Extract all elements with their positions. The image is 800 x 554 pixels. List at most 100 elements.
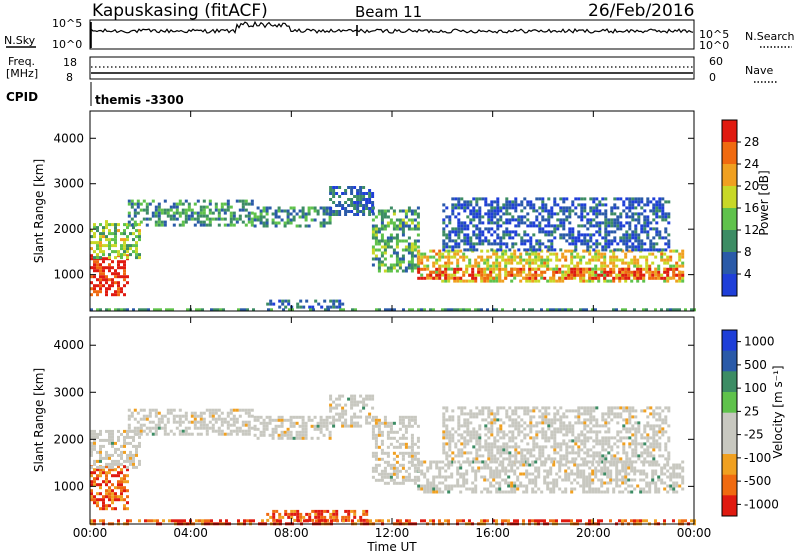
data-cell <box>157 223 161 227</box>
data-cell <box>550 421 554 425</box>
data-cell <box>565 433 569 437</box>
data-cell <box>597 255 601 259</box>
data-cell <box>368 412 372 416</box>
data-cell <box>658 200 662 204</box>
data-cell <box>328 433 332 437</box>
data-cell <box>475 203 479 207</box>
data-cell <box>377 263 381 267</box>
data-cell <box>477 469 481 473</box>
data-cell <box>651 472 655 476</box>
data-cell <box>371 195 375 198</box>
data-cell <box>672 264 676 268</box>
data-cell <box>202 205 206 209</box>
data-cell <box>208 202 212 206</box>
data-cell <box>444 519 447 523</box>
data-cell <box>435 487 439 491</box>
data-cell <box>571 424 575 428</box>
data-cell <box>525 469 529 473</box>
data-cell <box>630 484 634 488</box>
data-cell <box>663 270 667 274</box>
colorbar-swatch <box>722 252 737 275</box>
data-cell <box>332 415 336 419</box>
data-cell <box>516 519 519 523</box>
data-cell <box>96 253 99 257</box>
data-cell <box>316 424 320 428</box>
data-cell <box>389 424 393 428</box>
data-cell <box>111 232 114 236</box>
data-cell <box>454 245 458 249</box>
data-cell <box>501 490 505 494</box>
data-cell <box>401 269 405 273</box>
data-cell <box>523 406 527 410</box>
data-cell <box>628 427 632 431</box>
data-cell <box>633 469 637 473</box>
data-cell <box>117 266 120 270</box>
data-cell <box>586 454 590 458</box>
data-cell <box>377 430 381 434</box>
data-cell <box>652 457 656 461</box>
data-cell <box>356 189 360 192</box>
data-cell <box>640 242 644 246</box>
data-cell <box>99 235 102 239</box>
data-cell <box>544 436 548 440</box>
data-cell <box>330 519 333 523</box>
data-cell <box>351 519 354 523</box>
data-cell <box>592 224 596 228</box>
data-cell <box>574 248 578 252</box>
data-cell <box>211 429 215 433</box>
data-cell <box>522 463 526 467</box>
data-cell <box>114 462 117 466</box>
data-cell <box>383 415 387 419</box>
data-cell <box>667 242 671 246</box>
data-cell <box>516 267 520 271</box>
data-cell <box>508 221 512 225</box>
data-cell <box>114 244 117 248</box>
data-cell <box>126 501 129 505</box>
data-cell <box>582 487 586 491</box>
data-cell <box>612 255 616 259</box>
data-cell <box>511 445 515 449</box>
data-cell <box>111 293 114 297</box>
data-cell <box>498 264 502 268</box>
data-cell <box>105 465 108 469</box>
data-cell <box>301 424 305 428</box>
data-cell <box>117 486 120 490</box>
data-cell <box>450 273 454 277</box>
data-cell <box>496 418 500 422</box>
data-cell <box>594 270 598 274</box>
colorbar-tick-label: 28 <box>744 135 759 149</box>
data-cell <box>105 287 108 291</box>
data-cell <box>444 273 448 277</box>
data-cell <box>603 255 607 259</box>
data-cell <box>380 439 384 443</box>
data-cell <box>672 487 676 491</box>
data-cell <box>514 451 518 455</box>
data-cell <box>583 206 587 210</box>
data-cell <box>651 463 655 467</box>
data-cell <box>616 242 620 246</box>
data-cell <box>359 198 363 201</box>
data-cell <box>529 427 533 431</box>
data-cell <box>604 448 608 452</box>
data-cell <box>490 442 494 446</box>
data-cell <box>420 487 424 491</box>
data-cell <box>442 248 446 252</box>
data-cell <box>314 512 318 516</box>
data-cell <box>622 451 626 455</box>
data-cell <box>401 466 405 470</box>
data-cell <box>573 267 577 271</box>
data-cell <box>544 445 548 449</box>
data-cell <box>417 460 421 464</box>
data-cell <box>229 411 233 415</box>
data-cell <box>308 512 312 516</box>
data-cell <box>138 256 141 260</box>
data-cell <box>371 257 375 261</box>
data-cell <box>550 233 554 237</box>
data-cell <box>465 255 469 259</box>
data-cell <box>681 255 685 259</box>
data-cell <box>589 224 593 228</box>
data-cell <box>489 475 493 479</box>
data-cell <box>426 466 430 470</box>
data-cell <box>498 267 502 271</box>
data-cell <box>537 279 541 283</box>
